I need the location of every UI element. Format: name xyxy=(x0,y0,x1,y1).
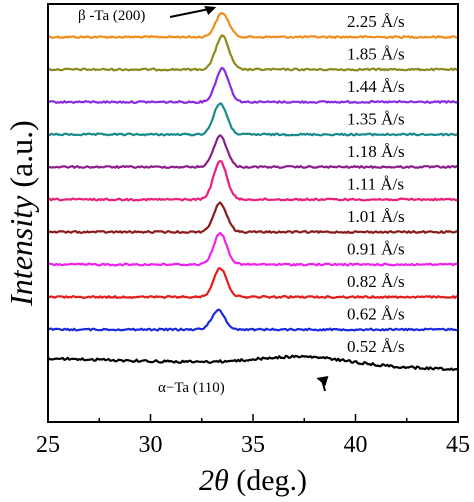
series-line xyxy=(48,66,459,104)
series-label: 1.01 Å/s xyxy=(347,207,405,226)
series-line xyxy=(47,11,459,39)
series-line xyxy=(47,267,459,299)
beta-ta-arrowhead xyxy=(204,6,217,15)
series-label: 1.85 Å/s xyxy=(347,45,405,64)
series-line xyxy=(47,134,459,169)
series-label: 0.82 Å/s xyxy=(347,272,405,291)
series-label: 1.11 Å/s xyxy=(347,175,404,194)
x-tick-label: 40 xyxy=(344,432,368,458)
annotations: β -Ta (200) α−Ta (110) xyxy=(78,6,329,396)
series-line xyxy=(47,231,459,267)
series-label: 1.44 Å/s xyxy=(347,77,405,96)
series-line xyxy=(47,201,459,234)
x-axis-ticks: 25 30 35 40 45 xyxy=(36,414,470,458)
series-label: 0.91 Å/s xyxy=(347,240,405,259)
series-line xyxy=(47,308,458,332)
alpha-ta-arrowhead xyxy=(316,376,329,386)
series-line xyxy=(47,102,458,137)
beta-ta-annotation: β -Ta (200) xyxy=(78,8,145,24)
series-group xyxy=(47,11,459,372)
series-label: 1.35 Å/s xyxy=(347,110,405,129)
series-label: 0.62 Å/s xyxy=(347,305,405,324)
series-line xyxy=(47,159,459,202)
series-line xyxy=(47,354,459,372)
series-label: 1.18 Å/s xyxy=(347,142,405,161)
x-tick-label: 45 xyxy=(446,432,470,458)
series-label: 0.52 Å/s xyxy=(347,337,405,356)
x-tick-label: 25 xyxy=(36,432,60,458)
series-labels: 2.25 Å/s 1.85 Å/s 1.44 Å/s 1.35 Å/s 1.18 Å/s… xyxy=(347,12,405,356)
series-label: 2.25 Å/s xyxy=(347,12,405,31)
y-axis-label: Intensity (a.u.) xyxy=(3,120,39,307)
x-tick-label: 30 xyxy=(139,432,163,458)
series-line xyxy=(47,34,459,72)
x-tick-label: 35 xyxy=(241,432,265,458)
x-axis-label: 2θ (deg.) xyxy=(199,464,307,497)
alpha-ta-annotation: α−Ta (110) xyxy=(158,380,225,396)
